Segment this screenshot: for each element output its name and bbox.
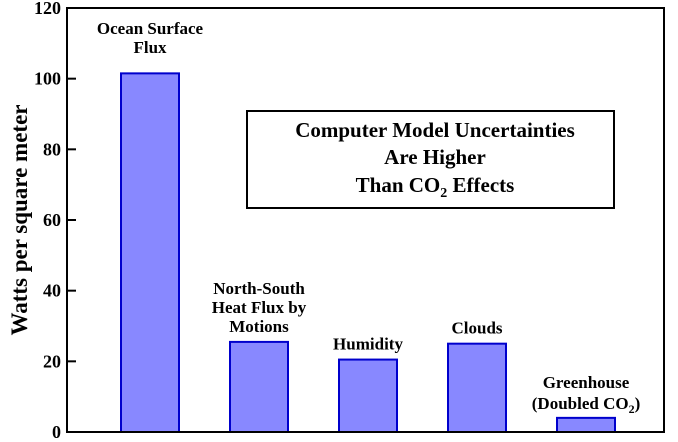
annotation-line-3: Than CO2 Effects [356,173,515,201]
bar [338,358,398,434]
annotation-box: Computer Model Uncertainties Are Higher … [246,110,615,209]
y-tick-label: 120 [34,0,61,18]
bar [447,342,507,433]
annotation-line-2: Are Higher [384,145,486,169]
y-tick-label: 60 [43,210,61,230]
category-label-line: Greenhouse [543,373,630,392]
y-tick-label: 0 [52,422,61,442]
category-label-line: (Doubled CO [532,394,629,413]
y-tick-label: 80 [43,139,61,159]
category-label-line: North-South [213,279,305,298]
y-axis-label: Watts per square meter [7,104,32,335]
category-label: Greenhouse (Doubled CO2) [532,373,641,416]
category-label-line: Clouds [451,319,502,338]
category-label: Clouds [451,319,502,338]
y-axis-ticks: 0 20 40 60 80 100 120 [34,0,76,442]
category-label: Ocean Surface Flux [97,19,204,57]
category-label-line: Ocean Surface [97,19,204,38]
annotation-co2-text: Than CO [356,173,441,197]
category-labels: Ocean Surface Flux North-South Heat Flux by… [97,19,640,416]
annotation-line-1: Computer Model Uncertainties [295,118,575,142]
annotation-co2-subscript: 2 [440,186,447,201]
y-tick-label: 100 [34,69,61,89]
annotation-frame [246,110,615,209]
category-label-line: ) [635,394,641,413]
y-tick-label: 20 [43,351,61,371]
category-label: North-South Heat Flux by Motions [212,279,307,336]
category-label-line: Motions [229,317,289,336]
category-label: Humidity [333,335,403,354]
annotation-effects-text: Effects [447,173,514,197]
bar [120,72,180,433]
category-label-line: Flux [133,38,167,57]
category-label-line: Heat Flux by [212,298,307,317]
y-tick-label: 40 [43,281,61,301]
category-label-subscript: 2 [629,402,635,416]
category-label-line: Humidity [333,335,403,354]
bar [229,340,289,433]
bar [556,416,616,434]
bars-group [120,72,616,434]
